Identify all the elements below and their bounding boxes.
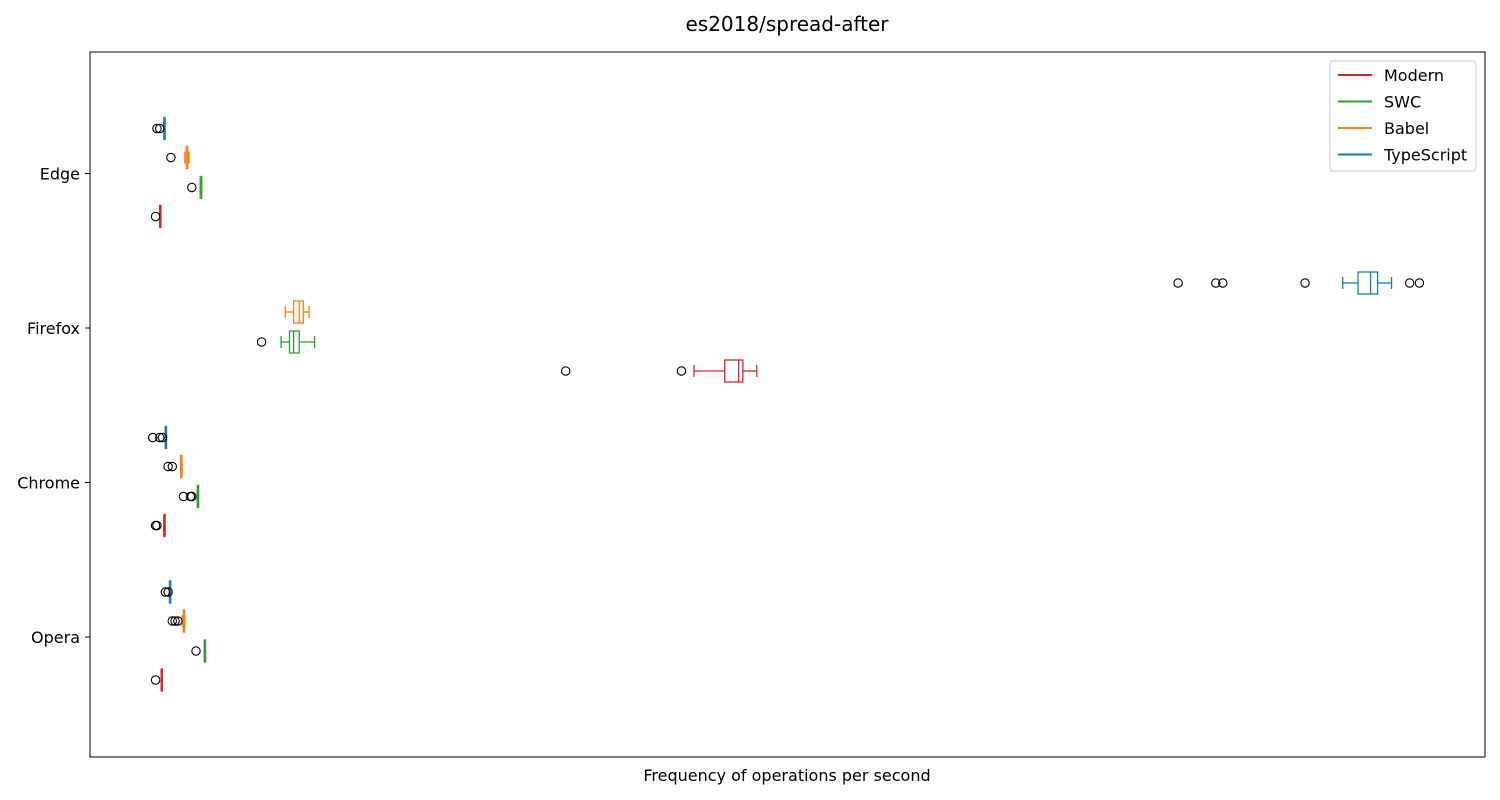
outlier-point [1300, 278, 1310, 288]
box-typescript-firefox [1173, 271, 1425, 295]
legend-label: Modern [1384, 66, 1444, 85]
outlier-point [187, 182, 197, 193]
box-swc-edge [187, 175, 203, 200]
legend-item-babel: Babel [1338, 119, 1429, 138]
outlier-point [170, 616, 180, 626]
legend-item-modern: Modern [1338, 66, 1444, 85]
outlier-point [163, 461, 173, 472]
legend-box [1329, 60, 1477, 172]
box-swc-firefox [256, 330, 316, 354]
outlier-point [160, 587, 171, 597]
outlier-point [155, 123, 165, 134]
outlier-point [155, 432, 165, 443]
box-iqr [288, 330, 300, 354]
boxplots [148, 116, 1425, 692]
outlier-point [166, 152, 176, 163]
legend-item-typescript: TypeScript [1338, 146, 1467, 165]
box-iqr [1357, 271, 1379, 295]
legend-label: SWC [1384, 93, 1421, 112]
outlier-point [152, 123, 162, 134]
outlier-point [256, 337, 267, 347]
legend: Modern SWC Babel TypeScript [1329, 60, 1477, 172]
outlier-point [191, 646, 201, 656]
box-modern-firefox [560, 359, 758, 383]
box-swc-chrome [178, 484, 200, 509]
outlier-point [157, 432, 168, 443]
legend-item-swc: SWC [1338, 93, 1421, 112]
box-babel-chrome [163, 454, 183, 479]
outlier-point [173, 616, 183, 626]
outlier-point [152, 520, 162, 531]
box-typescript-edge [152, 116, 166, 141]
y-axis: Edge Firefox Chrome Opera [17, 165, 90, 647]
outlier-point [187, 491, 197, 502]
box-modern-edge [150, 204, 162, 229]
outlier-point [1404, 278, 1415, 288]
box-modern-chrome [150, 513, 166, 538]
y-tick-label: Opera [31, 628, 80, 647]
outlier-point [148, 432, 158, 443]
outlier-point [1217, 278, 1228, 288]
outlier-point [167, 616, 178, 626]
outlier-point [1173, 278, 1183, 288]
plot-area [89, 51, 1486, 758]
outlier-point [150, 211, 161, 222]
box-swc-opera [191, 639, 207, 663]
box-babel-firefox [284, 300, 310, 324]
outlier-point [560, 366, 571, 376]
outlier-point [676, 366, 687, 376]
legend-label: Babel [1384, 119, 1429, 138]
x-axis-label: Frequency of operations per second [643, 766, 930, 785]
outlier-point [150, 675, 161, 685]
box-babel-edge [166, 145, 190, 170]
outlier-point [1414, 278, 1425, 288]
outlier-point [1211, 278, 1221, 288]
chart-title: es2018/spread-after [685, 12, 889, 36]
legend-label: TypeScript [1383, 146, 1467, 165]
box-typescript-opera [160, 580, 173, 604]
box-modern-opera [150, 668, 163, 692]
y-tick-label: Edge [40, 165, 80, 184]
outlier-point [167, 461, 178, 472]
outlier-point [163, 587, 173, 597]
y-tick-label: Chrome [17, 474, 80, 493]
y-tick-label: Firefox [27, 319, 80, 338]
box-iqr [293, 300, 305, 324]
box-iqr [724, 359, 744, 383]
box-babel-opera [167, 609, 186, 633]
box-typescript-chrome [148, 425, 168, 450]
